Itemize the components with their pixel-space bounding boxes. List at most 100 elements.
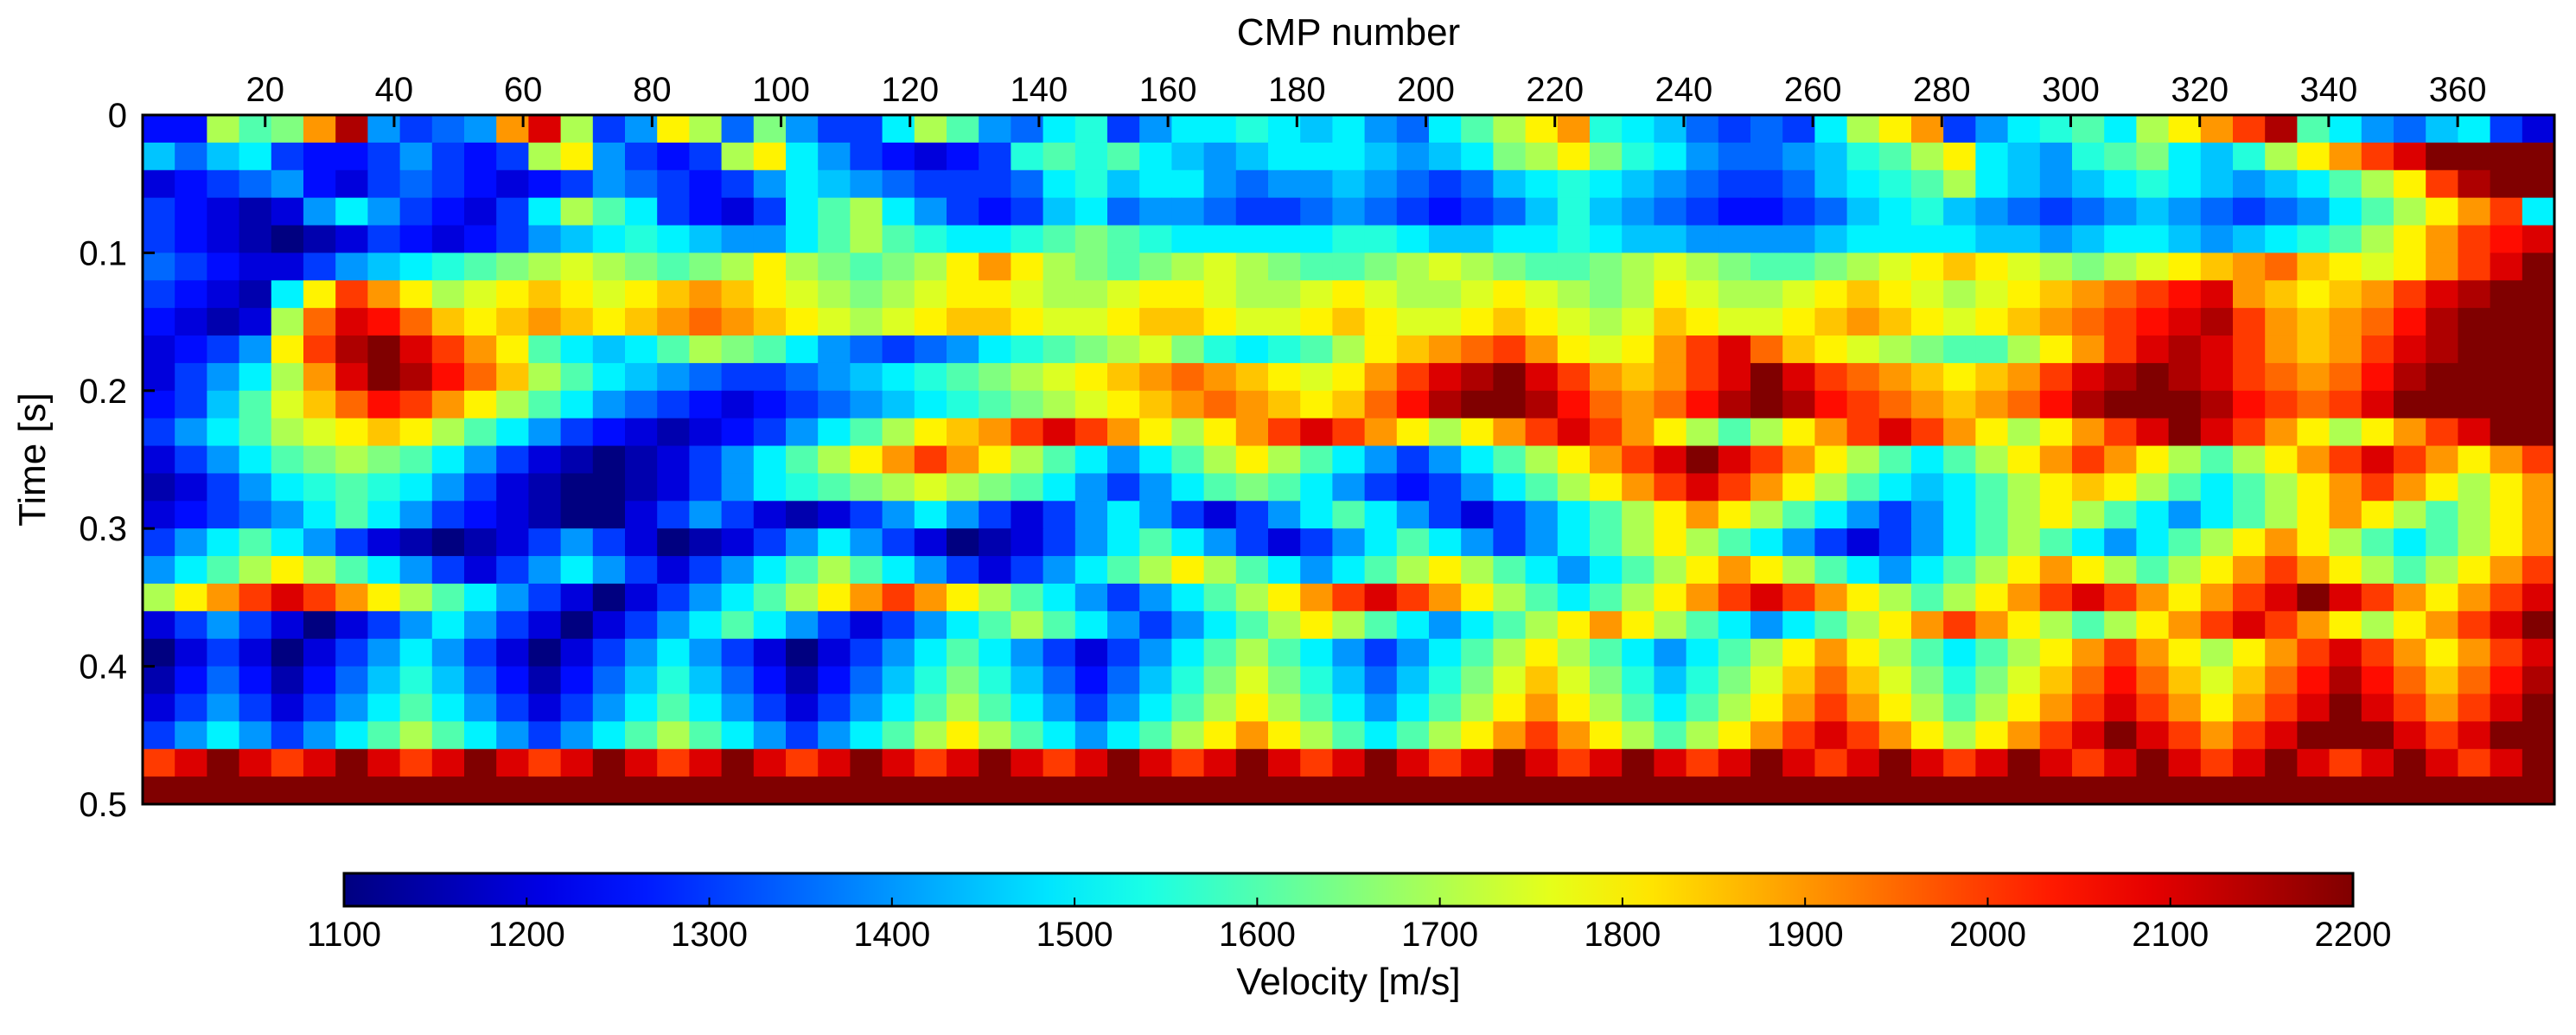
heatmap-cell bbox=[1686, 583, 1719, 612]
heatmap-cell bbox=[239, 252, 272, 281]
heatmap-cell bbox=[1750, 776, 1783, 805]
heatmap-cell bbox=[1814, 528, 1848, 557]
heatmap-cell bbox=[1235, 280, 1269, 309]
heatmap-cell bbox=[1011, 528, 1044, 557]
heatmap-cell bbox=[2361, 610, 2394, 640]
heatmap-cell bbox=[1429, 115, 1462, 144]
heatmap-cell bbox=[1718, 501, 1751, 529]
heatmap-cell bbox=[657, 280, 690, 309]
heatmap-cell bbox=[239, 280, 272, 309]
heatmap-cell bbox=[914, 528, 947, 557]
heatmap-cell bbox=[2265, 418, 2298, 447]
heatmap-cell bbox=[721, 280, 755, 309]
heatmap-cell bbox=[1654, 115, 1687, 144]
heatmap-cell bbox=[1750, 473, 1783, 502]
heatmap-cell bbox=[1074, 252, 1108, 281]
heatmap-cell bbox=[271, 335, 304, 364]
heatmap-cell bbox=[1493, 638, 1527, 668]
heatmap-cell bbox=[2104, 225, 2137, 253]
heatmap-cell bbox=[850, 693, 883, 722]
heatmap-cell bbox=[914, 362, 947, 392]
heatmap-cell bbox=[818, 418, 851, 447]
heatmap-cell bbox=[1911, 721, 1944, 750]
heatmap-cell bbox=[1750, 362, 1783, 392]
heatmap-cell bbox=[2136, 610, 2170, 640]
heatmap-cell bbox=[2200, 362, 2234, 392]
heatmap-cell bbox=[2394, 115, 2426, 144]
heatmap-cell bbox=[689, 445, 723, 475]
heatmap-cell bbox=[592, 362, 626, 392]
heatmap-cell bbox=[2265, 666, 2298, 695]
heatmap-cell bbox=[2039, 225, 2073, 253]
heatmap-cell bbox=[1332, 528, 1366, 557]
heatmap-cell bbox=[303, 721, 336, 750]
heatmap-cell bbox=[2426, 280, 2458, 309]
colorbar-tick-label: 1300 bbox=[671, 916, 748, 954]
heatmap-cell bbox=[1396, 721, 1430, 750]
heatmap-cell bbox=[1782, 335, 1815, 364]
heatmap-cell bbox=[1493, 390, 1527, 419]
heatmap-cell bbox=[1814, 583, 1848, 612]
heatmap-cell bbox=[2039, 115, 2073, 144]
heatmap-cell bbox=[2233, 721, 2266, 750]
heatmap-cell bbox=[818, 583, 851, 612]
heatmap-cell bbox=[464, 335, 497, 364]
heatmap-cell bbox=[2168, 693, 2202, 722]
heatmap-cell bbox=[2265, 473, 2298, 502]
heatmap-cell bbox=[335, 501, 368, 529]
heatmap-cell bbox=[1750, 445, 1783, 475]
heatmap-cell bbox=[1493, 225, 1527, 253]
heatmap-cell bbox=[882, 528, 915, 557]
heatmap-cell bbox=[175, 501, 207, 529]
heatmap-cell bbox=[2007, 721, 2041, 750]
heatmap-cell bbox=[2072, 418, 2105, 447]
heatmap-cell bbox=[2329, 528, 2362, 557]
heatmap-cell bbox=[689, 115, 723, 144]
heatmap-cell bbox=[2072, 197, 2105, 227]
heatmap-cell bbox=[1332, 610, 1366, 640]
heatmap-cell bbox=[592, 556, 626, 585]
heatmap-cell bbox=[625, 280, 658, 309]
heatmap-cell bbox=[1654, 362, 1687, 392]
heatmap-cell bbox=[239, 610, 272, 640]
heatmap-cell bbox=[2200, 335, 2234, 364]
heatmap-cell bbox=[303, 280, 336, 309]
heatmap-cell bbox=[431, 115, 465, 144]
heatmap-cell bbox=[1525, 666, 1559, 695]
heatmap-cell bbox=[2233, 418, 2266, 447]
heatmap-cell bbox=[1846, 610, 1880, 640]
heatmap-cell bbox=[1911, 528, 1944, 557]
heatmap-cell bbox=[1268, 666, 1301, 695]
heatmap-cell bbox=[143, 473, 175, 502]
heatmap-cell bbox=[1396, 335, 1430, 364]
heatmap-cell bbox=[1074, 721, 1108, 750]
heatmap-cell bbox=[1846, 445, 1880, 475]
heatmap-cell bbox=[271, 693, 304, 722]
heatmap-cell bbox=[689, 308, 723, 336]
heatmap-cell bbox=[1557, 335, 1591, 364]
heatmap-cell bbox=[335, 693, 368, 722]
heatmap-cell bbox=[2136, 749, 2170, 777]
heatmap-cell bbox=[1043, 335, 1076, 364]
heatmap-cell bbox=[2490, 390, 2523, 419]
heatmap-cell bbox=[1943, 610, 1976, 640]
heatmap-cell bbox=[914, 776, 947, 805]
heatmap-cell bbox=[1235, 115, 1269, 144]
heatmap-cell bbox=[914, 721, 947, 750]
heatmap-cell bbox=[2200, 308, 2234, 336]
heatmap-cell bbox=[1074, 693, 1108, 722]
heatmap-cell bbox=[2394, 583, 2426, 612]
heatmap-cell bbox=[979, 583, 1011, 612]
heatmap-cell bbox=[914, 583, 947, 612]
heatmap-cell bbox=[947, 721, 979, 750]
heatmap-cell bbox=[271, 445, 304, 475]
heatmap-cell bbox=[1975, 142, 2009, 171]
heatmap-cell bbox=[2297, 721, 2331, 750]
heatmap-cell bbox=[1557, 362, 1591, 392]
heatmap-cell bbox=[2329, 142, 2362, 171]
heatmap-cell bbox=[2522, 610, 2555, 640]
heatmap-cell bbox=[1043, 445, 1076, 475]
heatmap-cell bbox=[1622, 252, 1655, 281]
heatmap-cell bbox=[1043, 142, 1076, 171]
heatmap-cell bbox=[2265, 693, 2298, 722]
